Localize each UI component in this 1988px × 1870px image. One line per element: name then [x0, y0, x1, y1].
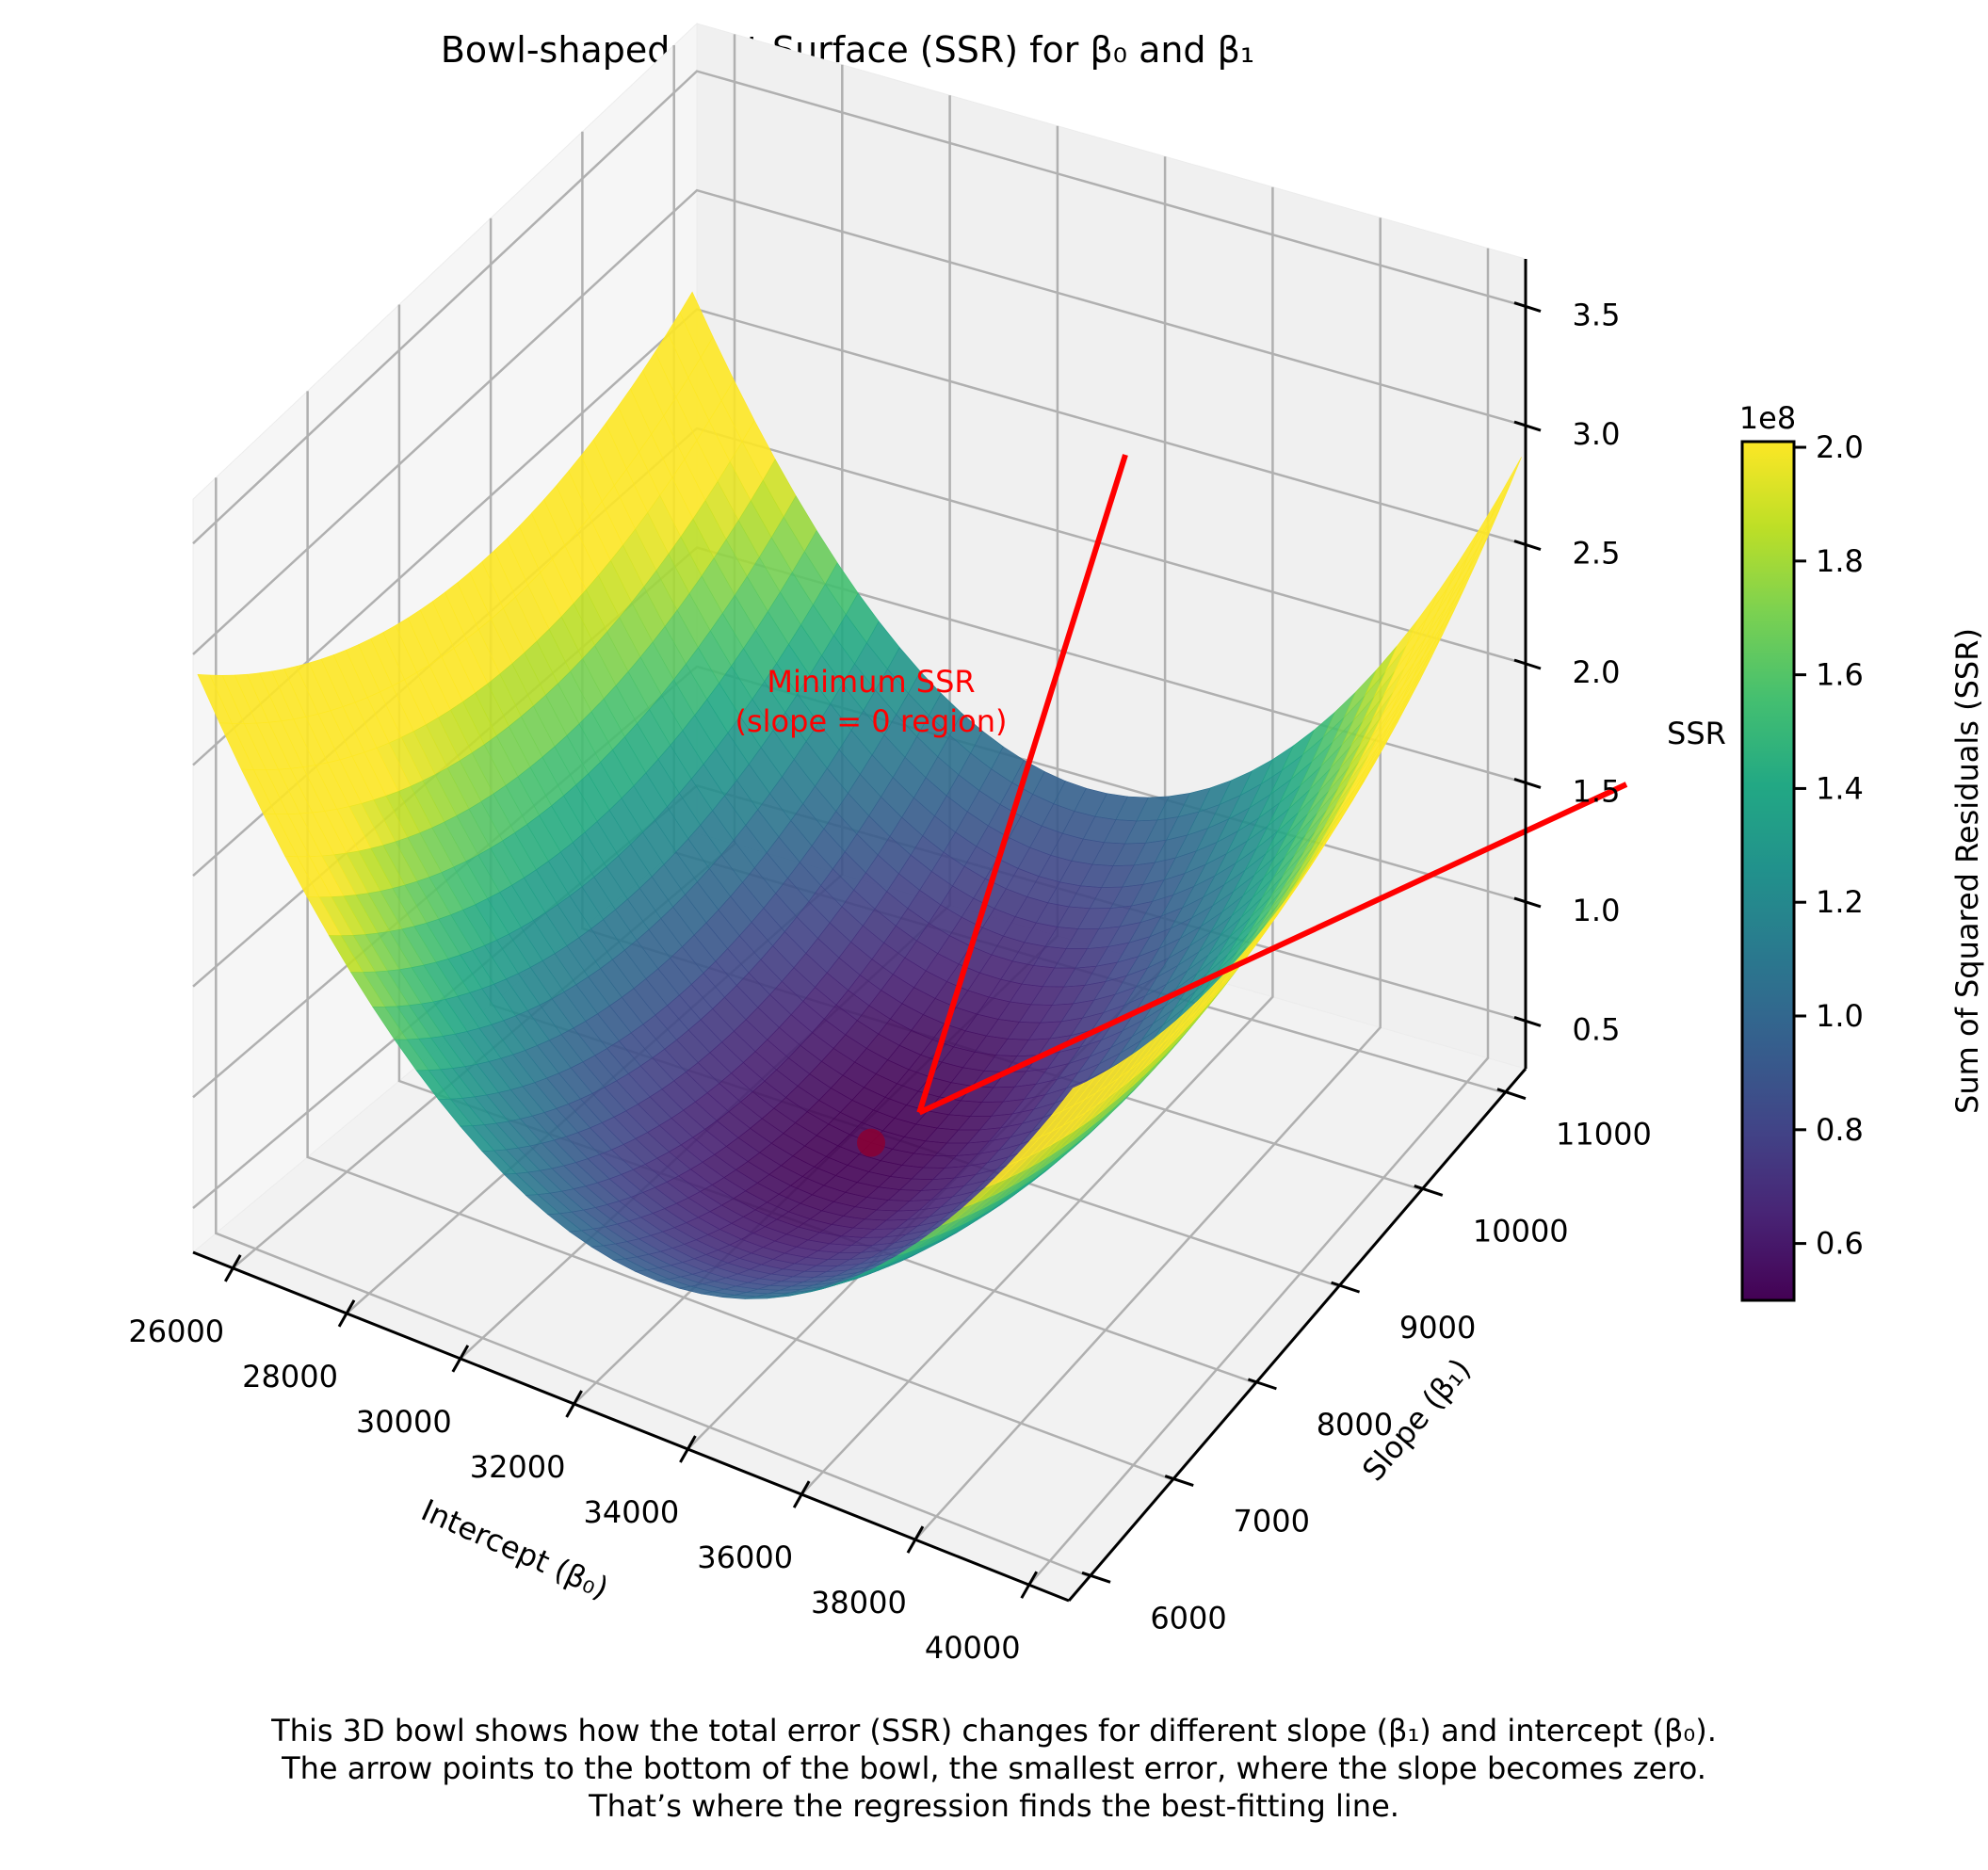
x-tick: [1020, 1571, 1039, 1599]
colorbar-tick-label: 1.6: [1816, 657, 1864, 693]
y-axis-line: [1067, 1068, 1527, 1602]
caption-line: This 3D bowl shows how the total error (…: [271, 1713, 1717, 1749]
y-tick: [1331, 1281, 1361, 1294]
minimum-marker: [857, 1128, 885, 1157]
x-tick-label: 30000: [356, 1404, 452, 1440]
y-tick-label: 6000: [1150, 1600, 1226, 1636]
colorbar-tick-label: 0.6: [1816, 1226, 1864, 1262]
colorbar-multiplier: 1e8: [1739, 400, 1796, 436]
x-tick: [565, 1390, 583, 1418]
colorbar-tick-label: 1.2: [1816, 884, 1864, 920]
axes-lines: [192, 259, 1542, 1603]
x-tick-label: 34000: [583, 1494, 679, 1530]
y-tick-label: 9000: [1399, 1310, 1476, 1346]
x-gridline: [913, 218, 1382, 1540]
y-tick: [1081, 1571, 1111, 1584]
x-tick: [451, 1345, 470, 1373]
z-axis-label: SSR: [1667, 716, 1726, 751]
colorbar-gradient: [1742, 442, 1794, 1300]
x-gridline: [800, 186, 1274, 1495]
annotation-text: Minimum SSR: [767, 664, 975, 700]
x-tick-label: 36000: [697, 1540, 793, 1575]
y-tick-label: 8000: [1317, 1407, 1393, 1443]
colorbar-tick-label: 1.4: [1816, 770, 1864, 806]
y-gridline: [397, 304, 1256, 1385]
z-tick-label: 3.0: [1573, 416, 1621, 452]
y-tick-label: 7000: [1234, 1504, 1310, 1540]
x-tick-label: 32000: [470, 1449, 566, 1485]
chart-title: Bowl-shaped Cost Surface (SSR) for β₀ an…: [441, 29, 1254, 71]
x-tick: [223, 1254, 242, 1282]
caption-line: That’s where the regression finds the be…: [589, 1788, 1399, 1824]
colorbar-tick-label: 0.8: [1816, 1112, 1864, 1148]
surface-patch: [1050, 1082, 1085, 1117]
annotation-layer: Minimum SSR(slope = 0 region): [735, 454, 1628, 1157]
z-tick-label: 2.5: [1573, 536, 1621, 572]
y-gridline: [215, 477, 1091, 1578]
y-tick: [1164, 1475, 1194, 1488]
z-gridline: [192, 70, 1527, 545]
colorbar-tick-label: 1.8: [1816, 543, 1864, 579]
colorbar-tick-label: 2.0: [1816, 429, 1864, 465]
z-tick: [1513, 540, 1542, 551]
z-tick: [1513, 1015, 1542, 1027]
colorbar-tick-label: 1.0: [1816, 998, 1864, 1034]
y-tick: [1414, 1184, 1444, 1197]
annotation-text: (slope = 0 region): [735, 703, 1008, 739]
annotation-arrow-right: [917, 782, 1628, 1116]
y-tick-label: 10000: [1473, 1213, 1569, 1249]
x-tick-label: 38000: [811, 1585, 907, 1620]
caption-line: The arrow points to the bottom of the bo…: [282, 1750, 1706, 1786]
x-tick-label: 28000: [242, 1359, 338, 1394]
colorbar: 1e8 0.6 0.8 1.0 1.2 1.4 1.6 1.8 2.0 Sum of Squa…: [1739, 400, 1985, 1302]
tick-labels: 26000 28000 30000 32000 34000 36000 38000 40000…: [128, 298, 1651, 1667]
z-tick: [1513, 658, 1542, 670]
z-tick: [1513, 420, 1542, 432]
x-tick: [906, 1525, 925, 1554]
z-tick-label: 2.0: [1573, 654, 1621, 690]
x-tick-label: 26000: [128, 1314, 224, 1349]
colorbar-frame: [1740, 440, 1796, 1302]
x-tick: [792, 1480, 811, 1508]
x-tick-label: 40000: [925, 1630, 1021, 1666]
colorbar-label: Sum of Squared Residuals (SSR): [1949, 628, 1985, 1114]
x-tick: [679, 1435, 697, 1463]
z-tick-label: 0.5: [1573, 1011, 1621, 1047]
x-axis-line: [192, 1250, 1070, 1603]
annotation-arrow-up: [916, 454, 1128, 1114]
z-tick: [1513, 778, 1542, 789]
y-tick: [1496, 1088, 1527, 1101]
y-tick: [1247, 1378, 1277, 1391]
z-gridline: [192, 188, 1527, 655]
x-tick: [337, 1299, 356, 1328]
z-tick-label: 1.5: [1573, 773, 1621, 809]
figure-caption: This 3D bowl shows how the total error (…: [0, 1712, 1988, 1825]
colorbar-ticks: 0.6 0.8 1.0 1.2 1.4 1.6 1.8 2.0: [1794, 429, 1864, 1262]
z-tick: [1513, 896, 1542, 909]
y-tick-label: 11000: [1556, 1117, 1652, 1153]
cost-surface: [197, 291, 1522, 1299]
y-gridline: [306, 391, 1173, 1481]
z-tick-label: 3.5: [1573, 298, 1621, 333]
z-tick: [1513, 301, 1542, 314]
z-tick-label: 1.0: [1573, 893, 1621, 928]
